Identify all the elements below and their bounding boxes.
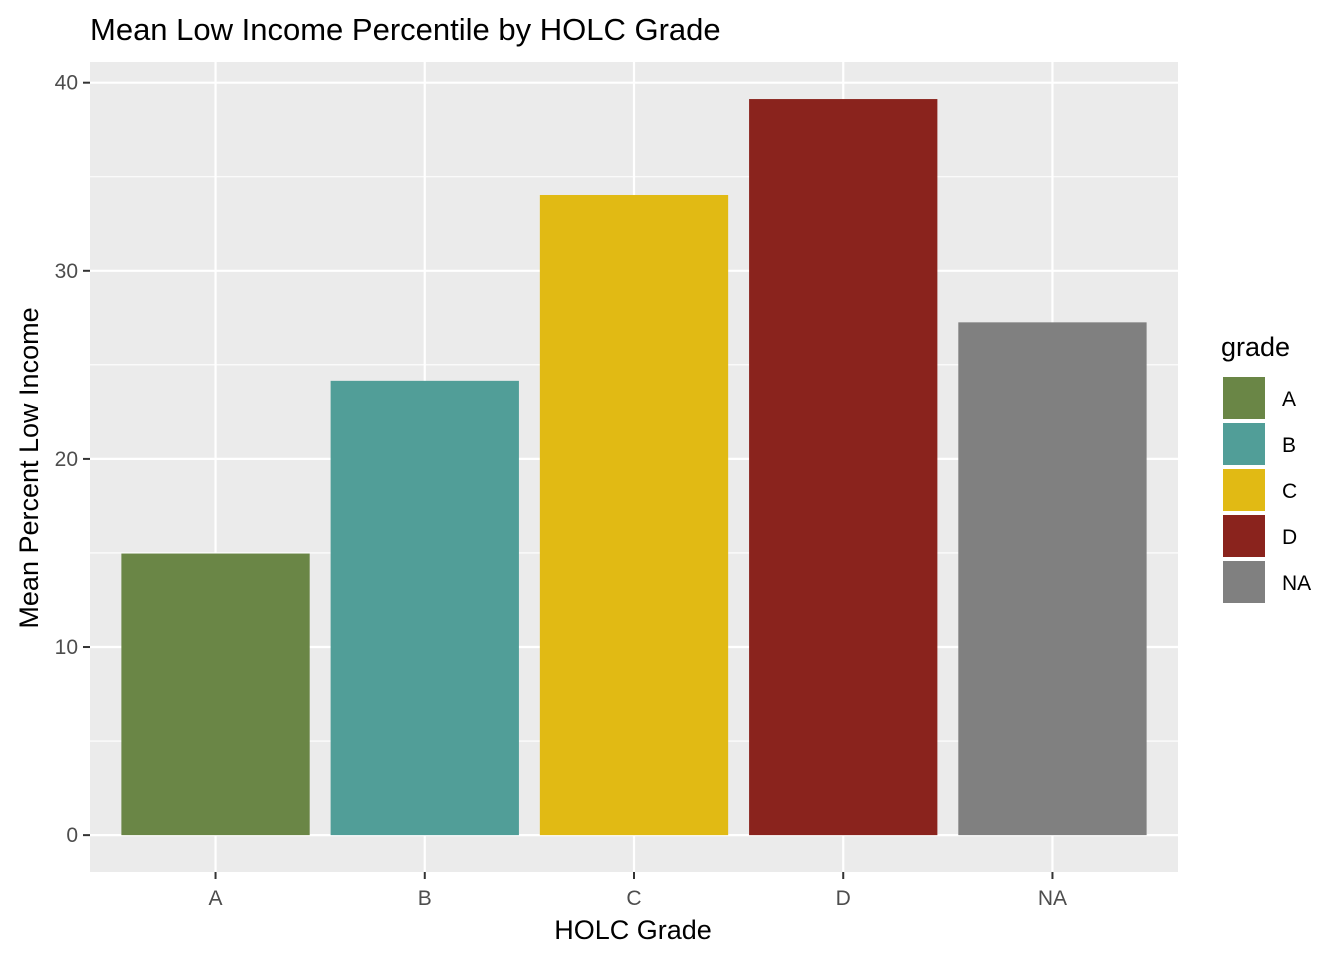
y-tick-label: 30 — [55, 260, 78, 283]
legend-label: D — [1282, 526, 1297, 549]
legend-key-a — [1221, 375, 1267, 421]
bar-d — [749, 99, 938, 836]
y-axis-title: Mean Percent Low Income — [14, 307, 44, 628]
bar-c — [539, 194, 729, 836]
bar-a — [121, 553, 310, 836]
x-tick-label: A — [209, 887, 223, 910]
plot-panel — [90, 62, 1178, 872]
bar-b — [330, 380, 519, 836]
bar-na — [958, 322, 1147, 836]
legend-label: A — [1282, 388, 1296, 411]
x-tick-label: B — [418, 887, 432, 910]
x-axis-title: HOLC Grade — [554, 915, 712, 945]
x-axis: A B C D NA — [209, 872, 1067, 910]
legend-label: B — [1282, 434, 1296, 457]
legend-key-b — [1221, 421, 1267, 467]
bars — [121, 99, 1147, 836]
legend-label: C — [1282, 480, 1297, 503]
legend-title: grade — [1221, 332, 1290, 362]
legend-key-c — [1221, 467, 1267, 513]
y-tick-label: 40 — [55, 72, 78, 95]
x-tick-label: NA — [1038, 887, 1067, 910]
y-tick-label: 0 — [66, 824, 78, 847]
chart-title: Mean Low Income Percentile by HOLC Grade — [90, 12, 721, 47]
legend-key-d — [1221, 513, 1267, 559]
legend-key-na — [1221, 559, 1267, 605]
x-tick-label: C — [626, 887, 641, 910]
legend-label: NA — [1282, 572, 1311, 595]
y-tick-label: 10 — [55, 636, 78, 659]
y-tick-label: 20 — [55, 448, 78, 471]
x-tick-label: D — [836, 887, 851, 910]
y-axis: 0 10 20 30 40 — [55, 72, 90, 847]
